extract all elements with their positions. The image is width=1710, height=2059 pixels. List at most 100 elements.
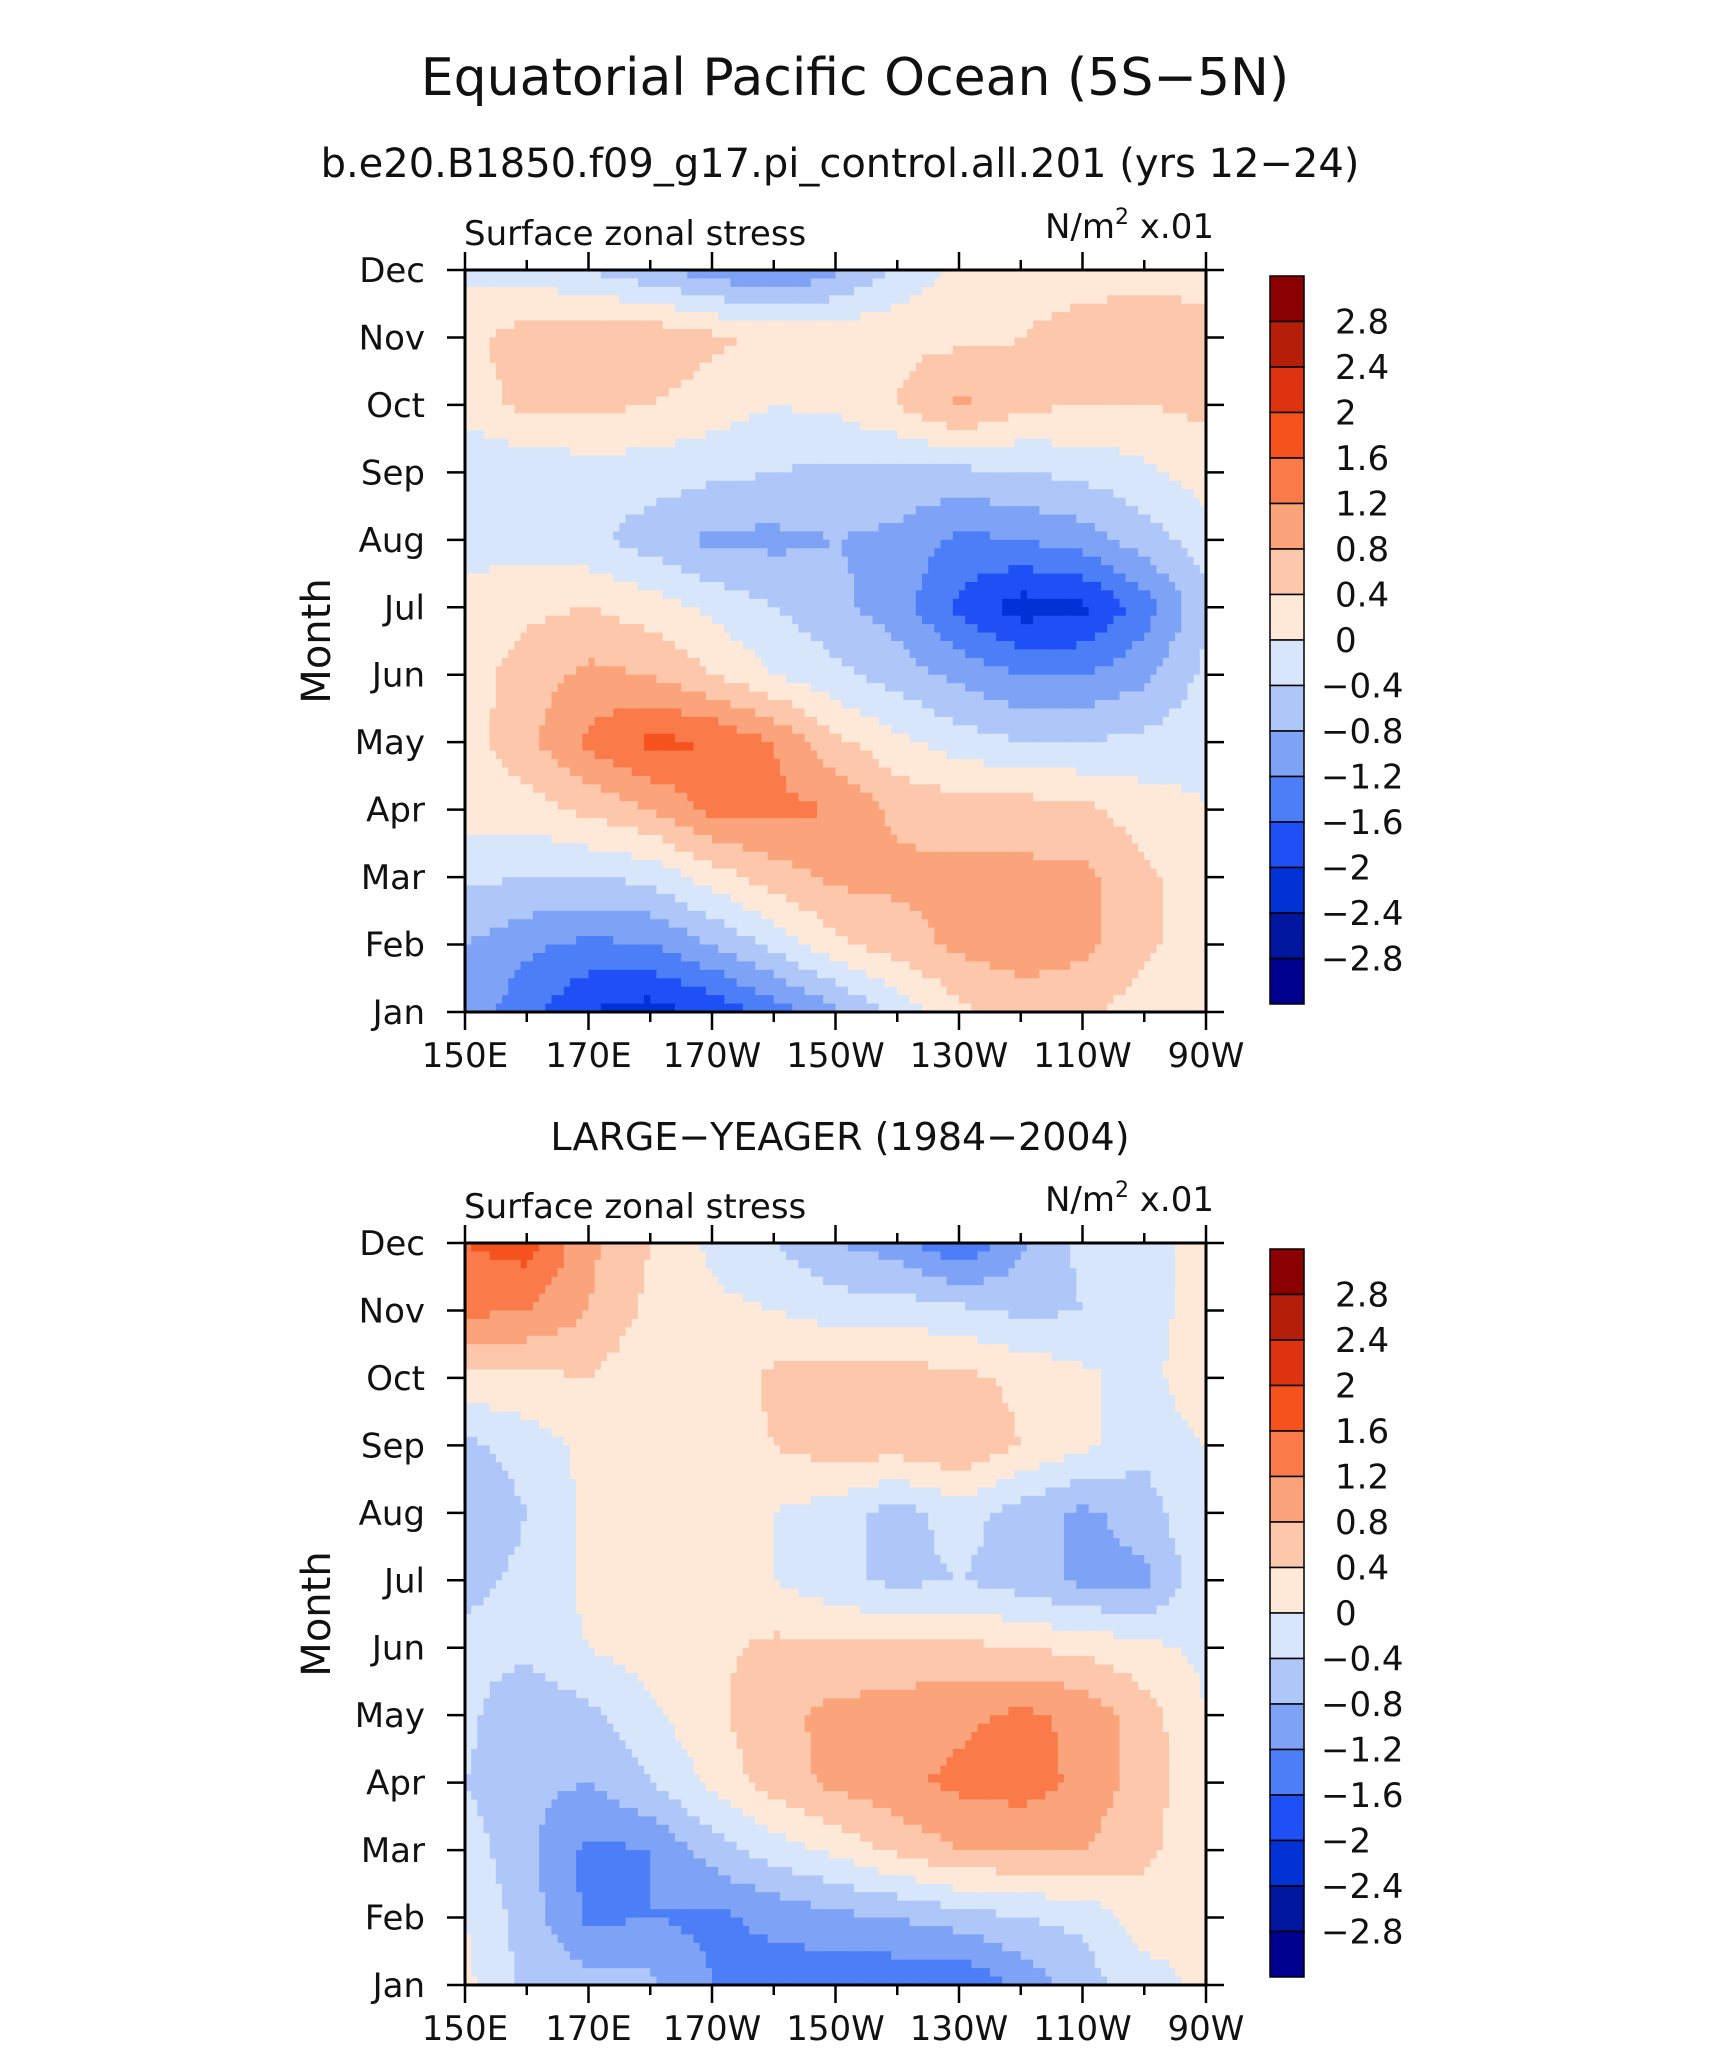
contour-cell bbox=[699, 286, 707, 296]
contour-cell bbox=[668, 354, 676, 364]
contour-cell bbox=[767, 345, 775, 355]
contour-cell bbox=[730, 556, 738, 566]
contour-cell bbox=[1039, 598, 1047, 608]
contour-cell bbox=[749, 421, 756, 431]
contour-cell bbox=[847, 286, 855, 296]
contour-cell bbox=[576, 303, 583, 313]
contour-cell bbox=[650, 522, 658, 532]
contour-cell bbox=[1138, 379, 1145, 389]
contour-cell bbox=[705, 489, 713, 499]
contour-cell bbox=[792, 320, 800, 330]
contour-cell bbox=[823, 607, 830, 617]
contour-cell bbox=[891, 362, 898, 372]
contour-cell bbox=[983, 565, 991, 575]
contour-cell bbox=[607, 615, 614, 625]
contour-cell bbox=[1125, 371, 1133, 381]
contour-cell bbox=[1125, 421, 1133, 431]
contour-cell bbox=[712, 295, 719, 305]
contour-cell bbox=[650, 286, 658, 296]
contour-cell bbox=[786, 497, 793, 507]
contour-cell bbox=[1107, 506, 1114, 516]
contour-cell bbox=[613, 404, 620, 414]
contour-cell bbox=[952, 590, 960, 600]
contour-cell bbox=[662, 329, 670, 339]
contour-cell bbox=[1014, 522, 1022, 532]
contour-cell bbox=[959, 548, 966, 558]
contour-cell bbox=[1002, 362, 1009, 372]
contour-cell bbox=[798, 514, 806, 524]
contour-cell bbox=[915, 354, 923, 364]
contour-cell bbox=[557, 295, 565, 305]
contour-cell bbox=[847, 278, 855, 288]
contour-cell bbox=[1162, 480, 1170, 490]
contour-cell bbox=[934, 565, 942, 575]
contour-cell bbox=[483, 522, 491, 532]
contour-cell bbox=[674, 278, 682, 288]
contour-cell bbox=[878, 480, 886, 490]
contour-cell bbox=[755, 404, 762, 414]
contour-cell bbox=[1070, 345, 1077, 355]
contour-cell bbox=[736, 455, 744, 465]
contour-cell bbox=[915, 362, 923, 372]
contour-cell bbox=[465, 506, 472, 516]
contour-cell bbox=[477, 345, 485, 355]
contour-cell bbox=[1144, 506, 1152, 516]
contour-cell bbox=[1156, 362, 1164, 372]
contour-cell bbox=[1051, 421, 1059, 431]
contour-cell bbox=[823, 480, 830, 490]
contour-cell bbox=[619, 506, 627, 516]
contour-cell bbox=[1168, 598, 1176, 608]
contour-cell bbox=[613, 396, 620, 406]
contour-cell bbox=[749, 286, 756, 296]
contour-cell bbox=[959, 320, 966, 330]
contour-cell bbox=[1039, 590, 1047, 600]
contour-cell bbox=[909, 565, 917, 575]
contour-cell bbox=[471, 404, 478, 414]
contour-cell bbox=[1150, 404, 1158, 414]
contour-cell bbox=[804, 590, 812, 600]
contour-cell bbox=[730, 320, 738, 330]
contour-cell bbox=[718, 522, 725, 532]
contour-cell bbox=[705, 556, 713, 566]
contour-cell bbox=[650, 556, 658, 566]
contour-cell bbox=[1039, 329, 1047, 339]
contour-cell bbox=[600, 573, 608, 583]
contour-cell bbox=[477, 421, 485, 431]
contour-cell bbox=[477, 514, 485, 524]
contour-cell bbox=[971, 379, 979, 389]
contour-cell bbox=[576, 413, 583, 423]
contour-cell bbox=[1199, 522, 1207, 532]
contour-cell bbox=[588, 438, 596, 448]
contour-cell bbox=[940, 514, 948, 524]
contour-cell bbox=[619, 329, 627, 339]
contour-cell bbox=[1070, 295, 1077, 305]
contour-cell bbox=[563, 447, 571, 457]
contour-cell bbox=[1070, 556, 1077, 566]
contour-cell bbox=[1193, 489, 1201, 499]
contour-cell bbox=[749, 590, 756, 600]
contour-cell bbox=[483, 295, 491, 305]
contour-cell bbox=[637, 480, 645, 490]
contour-cell bbox=[662, 455, 670, 465]
contour-cell bbox=[946, 329, 954, 339]
contour-cell bbox=[502, 573, 509, 583]
contour-cell bbox=[1168, 539, 1176, 549]
contour-cell bbox=[514, 421, 522, 431]
contour-cell bbox=[977, 354, 985, 364]
contour-cell bbox=[607, 489, 614, 499]
contour-cell bbox=[1119, 430, 1127, 440]
contour-cell bbox=[514, 615, 522, 625]
contour-cell bbox=[1131, 312, 1139, 322]
contour-cell bbox=[866, 329, 874, 339]
contour-cell bbox=[483, 565, 491, 575]
contour-cell bbox=[1107, 598, 1114, 608]
contour-cell bbox=[872, 455, 880, 465]
contour-cell bbox=[1113, 531, 1121, 541]
contour-cell bbox=[662, 295, 670, 305]
contour-cell bbox=[977, 489, 985, 499]
contour-cell bbox=[1125, 539, 1133, 549]
contour-cell bbox=[841, 581, 849, 592]
contour-cell bbox=[1119, 388, 1127, 398]
contour-cell bbox=[1020, 286, 1028, 296]
